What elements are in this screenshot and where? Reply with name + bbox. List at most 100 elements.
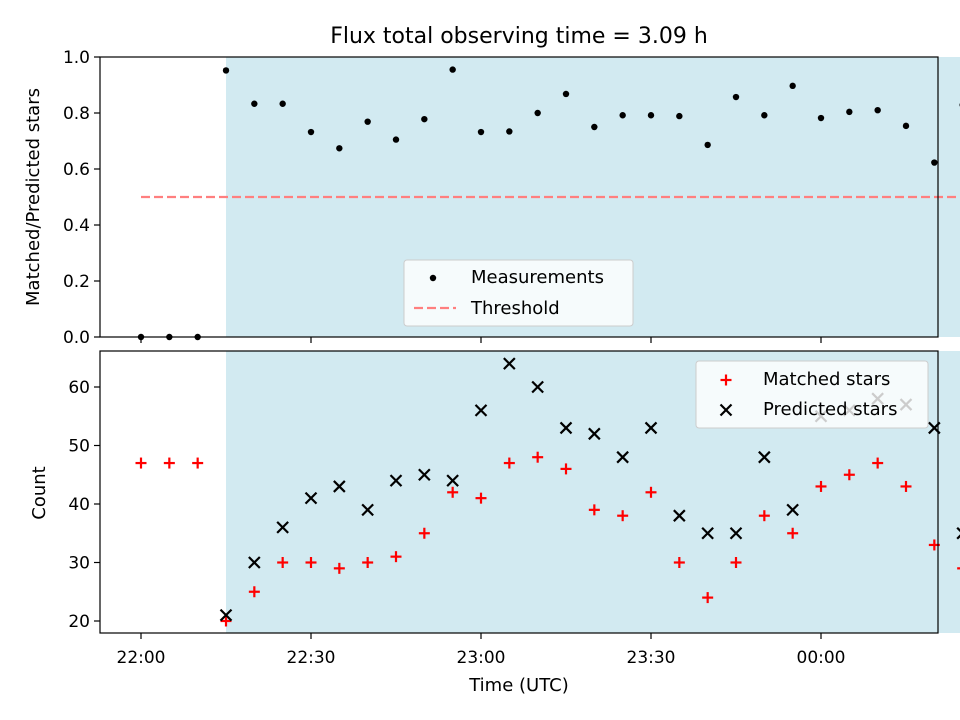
predicted-star-point xyxy=(531,380,544,394)
legend-matched-label: Matched stars xyxy=(763,369,890,390)
matched-star-point xyxy=(333,562,345,574)
matched-star-point xyxy=(532,451,544,463)
measurement-point xyxy=(364,118,371,125)
bottom-x-ticks: 22:0022:3023:0023:3000:0000:3001:0001:30… xyxy=(117,633,846,668)
top-y-tick-label: 1.0 xyxy=(63,48,90,68)
measurement-point xyxy=(676,112,683,120)
predicted-star-point xyxy=(361,503,374,517)
matched-star-point xyxy=(220,615,232,627)
predicted-star-point xyxy=(673,509,686,522)
bottom-y-axis-label: Count xyxy=(29,466,50,519)
measurement-point xyxy=(817,114,825,122)
measurement-point xyxy=(931,159,938,166)
predicted-star-point xyxy=(446,474,459,487)
measurement-point xyxy=(647,112,655,119)
measurement-point xyxy=(392,136,400,143)
top-legend: Measurements Threshold xyxy=(403,259,634,327)
legend-threshold-label: Threshold xyxy=(470,298,560,319)
predicted-star-point xyxy=(389,474,403,487)
bottom-y-tick-label: 40 xyxy=(68,495,90,515)
matched-star-point xyxy=(305,557,317,568)
top-y-tick-label: 0.8 xyxy=(63,104,90,124)
predicted-star-point xyxy=(758,450,771,464)
measurement-point xyxy=(279,100,286,107)
top-x-ticks xyxy=(140,337,822,343)
matched-star-point xyxy=(192,457,204,469)
predicted-star-point xyxy=(219,608,233,622)
legend-measurement-marker xyxy=(429,274,437,282)
matched-star-point xyxy=(362,557,374,568)
matched-star-point xyxy=(503,457,515,469)
predicted-star-point xyxy=(248,556,261,569)
bottom-y-tick-label: 60 xyxy=(68,378,90,398)
measurement-point xyxy=(789,82,796,90)
matched-star-point xyxy=(277,557,289,568)
bottom-axes-frame xyxy=(99,350,939,634)
predicted-star-point xyxy=(786,503,799,517)
measurement-point xyxy=(874,107,881,114)
figure-title: Flux total observing time = 3.09 h xyxy=(330,24,708,49)
measurement-point xyxy=(732,93,740,101)
matched-star-point xyxy=(645,486,657,498)
legend-predicted-marker xyxy=(719,403,733,417)
top-y-ticks: 0.0 0.2 0.4 0.6 0.8 1.0 xyxy=(63,48,100,348)
matched-star-point xyxy=(560,463,572,475)
top-y-tick-label: 0.2 xyxy=(63,272,90,292)
measurement-point xyxy=(336,145,343,152)
matched-star-point xyxy=(702,592,714,604)
matched-star-point xyxy=(758,510,770,522)
measurement-point xyxy=(846,108,853,116)
x-tick-label: 22:00 xyxy=(117,648,166,668)
measurement-point xyxy=(534,109,541,117)
x-tick-label: 22:30 xyxy=(287,648,336,668)
top-y-tick-label: 0.6 xyxy=(63,160,90,180)
x-tick-label: 00:00 xyxy=(797,648,846,668)
bottom-legend: Matched stars Predicted stars xyxy=(695,360,929,429)
bottom-y-tick-label: 50 xyxy=(68,437,90,457)
top-y-tick-label: 0.0 xyxy=(63,328,90,348)
predicted-star-point xyxy=(616,450,629,464)
x-axis-label: Time (UTC) xyxy=(468,675,569,696)
top-y-axis-label: Matched/Predicted stars xyxy=(23,88,44,306)
matched-star-point xyxy=(900,480,912,492)
predicted-star-point xyxy=(304,491,318,505)
matched-star-point xyxy=(163,457,175,469)
measurement-point xyxy=(902,122,910,130)
top-panel: 0.0 0.2 0.4 0.6 0.8 1.0 Matched/Predicted sta… xyxy=(23,48,960,348)
predicted-star-point xyxy=(644,421,658,435)
matched-star-point xyxy=(673,557,685,568)
matched-star-point xyxy=(787,527,799,539)
measurement-point xyxy=(421,115,428,123)
predicted-star-point xyxy=(474,404,488,417)
matched-star-point xyxy=(872,457,884,469)
predicted-star-point xyxy=(701,526,714,540)
predicted-star-point xyxy=(588,427,601,441)
bottom-y-tick-label: 30 xyxy=(68,554,90,574)
legend-matched-marker xyxy=(720,374,732,386)
top-y-tick-label: 0.4 xyxy=(63,216,90,236)
matched-star-point xyxy=(617,510,629,522)
matched-star-point xyxy=(135,457,147,469)
matched-star-point xyxy=(248,586,260,598)
legend-predicted-label: Predicted stars xyxy=(763,399,897,420)
predicted-star-point xyxy=(956,526,960,540)
matched-star-point xyxy=(815,480,827,492)
measurement-point xyxy=(222,67,230,74)
matched-star-point xyxy=(418,527,430,539)
measurement-point xyxy=(562,90,570,98)
measurement-point xyxy=(591,123,598,131)
matched-star-point xyxy=(390,551,402,563)
x-tick-label: 23:30 xyxy=(627,648,676,668)
top-legend-box xyxy=(403,259,634,327)
measurement-point xyxy=(251,100,258,107)
measurement-point xyxy=(619,112,626,119)
bottom-y-tick-label: 20 xyxy=(68,612,90,632)
x-tick-label: 23:00 xyxy=(457,648,506,668)
measurement-point xyxy=(506,128,513,135)
measurement-point xyxy=(761,112,768,119)
predicted-star-point xyxy=(276,521,289,534)
matched-star-point xyxy=(957,567,960,570)
bottom-legend-box xyxy=(695,360,929,429)
